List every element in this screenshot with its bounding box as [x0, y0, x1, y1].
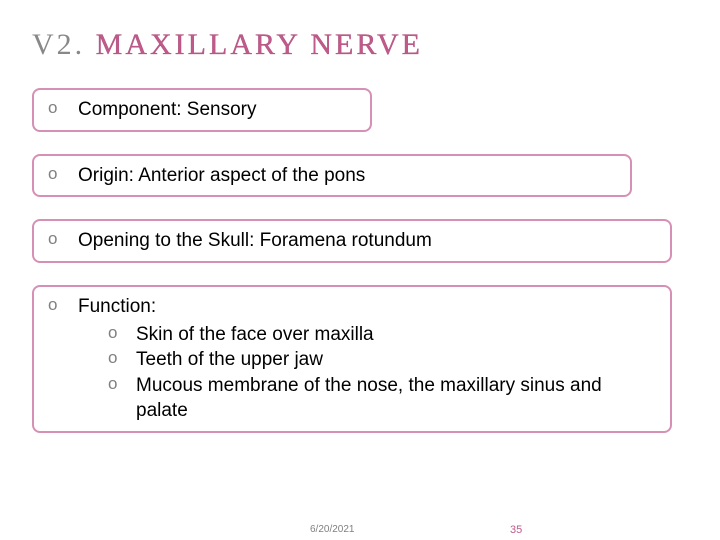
- sub-bullet-text: Mucous membrane of the nose, the maxilla…: [136, 373, 656, 424]
- footer-date: 6/20/2021: [310, 524, 355, 535]
- title-main: MAXILLARY NERVE: [96, 28, 423, 61]
- bullet-row: o Function: o Skin of the face over maxi…: [48, 294, 656, 424]
- bullet-icon: o: [48, 163, 78, 186]
- content-box-component: o Component: Sensory: [32, 88, 372, 132]
- title-prefix: V2.: [32, 28, 85, 61]
- sub-bullet-row: o Mucous membrane of the nose, the maxil…: [108, 373, 656, 424]
- bullet-icon: o: [48, 294, 78, 317]
- slide-title: V2. MAXILLARY NERVE: [32, 28, 688, 62]
- content-box-opening: o Opening to the Skull: Foramena rotundu…: [32, 219, 672, 263]
- bullet-icon: o: [48, 228, 78, 251]
- footer-page-number: 35: [510, 524, 522, 536]
- sub-bullet-text: Teeth of the upper jaw: [136, 347, 323, 373]
- content-box-function: o Function: o Skin of the face over maxi…: [32, 285, 672, 433]
- bullet-row: o Origin: Anterior aspect of the pons: [48, 163, 616, 189]
- bullet-row: o Component: Sensory: [48, 97, 356, 123]
- bullet-icon: o: [48, 97, 78, 120]
- sub-bullet-icon: o: [108, 347, 136, 370]
- bullet-text: Origin: Anterior aspect of the pons: [78, 163, 616, 189]
- sub-bullet-row: o Skin of the face over maxilla: [108, 322, 656, 348]
- function-label: Function:: [78, 296, 156, 317]
- sub-bullet-text: Skin of the face over maxilla: [136, 322, 374, 348]
- sub-bullet-list: o Skin of the face over maxilla o Teeth …: [78, 322, 656, 425]
- bullet-text: Function: o Skin of the face over maxill…: [78, 294, 656, 424]
- bullet-row: o Opening to the Skull: Foramena rotundu…: [48, 228, 656, 254]
- bullet-text: Component: Sensory: [78, 97, 356, 123]
- sub-bullet-icon: o: [108, 373, 136, 396]
- content-box-origin: o Origin: Anterior aspect of the pons: [32, 154, 632, 198]
- slide-container: V2. MAXILLARY NERVE o Component: Sensory…: [0, 0, 720, 540]
- bullet-text: Opening to the Skull: Foramena rotundum: [78, 228, 656, 254]
- sub-bullet-row: o Teeth of the upper jaw: [108, 347, 656, 373]
- sub-bullet-icon: o: [108, 322, 136, 345]
